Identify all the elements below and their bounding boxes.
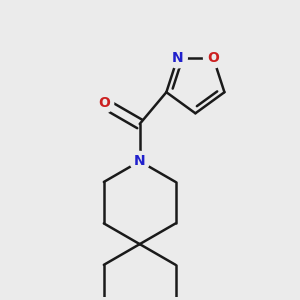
Text: N: N xyxy=(134,154,146,168)
Text: O: O xyxy=(98,96,110,110)
Text: N: N xyxy=(172,51,183,65)
Circle shape xyxy=(168,48,187,68)
Circle shape xyxy=(94,93,114,113)
Text: O: O xyxy=(207,51,219,65)
Circle shape xyxy=(130,152,149,171)
Circle shape xyxy=(203,48,223,68)
